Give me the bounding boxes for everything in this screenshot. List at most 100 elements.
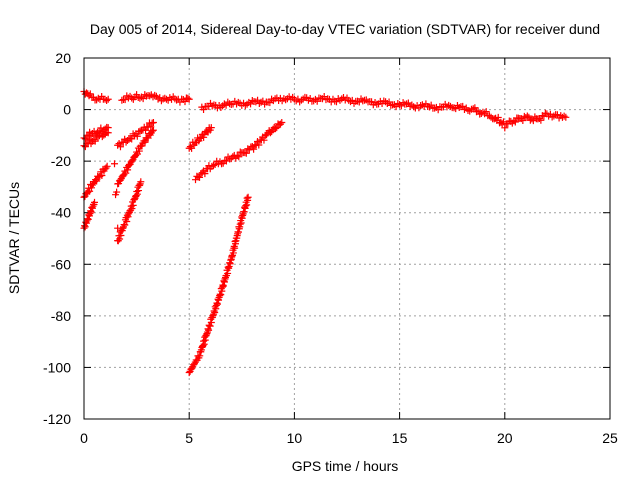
plot-frame xyxy=(83,57,611,420)
data-point xyxy=(200,133,208,141)
data-point xyxy=(148,119,156,127)
series-arc-8 xyxy=(114,126,157,188)
series-arc-6 xyxy=(118,91,193,106)
data-point xyxy=(207,124,215,132)
data-point xyxy=(224,269,232,277)
data-point xyxy=(102,164,110,172)
y-tick-label: -60 xyxy=(51,256,71,272)
data-point xyxy=(190,360,198,368)
data-point xyxy=(87,208,95,216)
data-point xyxy=(101,130,109,138)
data-point xyxy=(206,322,214,330)
data-point xyxy=(260,136,268,144)
data-point xyxy=(471,104,479,112)
data-point xyxy=(222,101,230,109)
data-point xyxy=(519,117,527,125)
data-point xyxy=(141,138,149,146)
data-point xyxy=(255,141,263,149)
data-point xyxy=(112,191,120,199)
data-point xyxy=(229,153,237,161)
data-point xyxy=(91,137,99,145)
data-point xyxy=(501,124,509,132)
data-point xyxy=(124,213,132,221)
data-point xyxy=(200,106,208,114)
data-point xyxy=(553,111,561,119)
x-tick-label: 5 xyxy=(185,430,193,446)
x-tick-label: 20 xyxy=(497,430,513,446)
data-point xyxy=(91,198,99,206)
data-point xyxy=(185,95,193,103)
data-point xyxy=(242,149,250,157)
data-point xyxy=(148,127,156,135)
data-point xyxy=(81,223,89,231)
data-point xyxy=(133,132,141,140)
data-point xyxy=(235,153,243,161)
data-point xyxy=(116,235,124,243)
data-point xyxy=(121,96,129,104)
data-point xyxy=(135,147,143,155)
y-tick-label: -40 xyxy=(51,205,71,221)
data-point xyxy=(86,90,94,98)
data-point xyxy=(266,99,274,107)
data-point xyxy=(560,112,568,120)
data-point xyxy=(201,170,209,178)
data-point xyxy=(111,160,119,168)
x-tick-label: 0 xyxy=(80,430,88,446)
data-point xyxy=(266,129,274,137)
data-point xyxy=(244,193,252,201)
data-point xyxy=(562,113,570,121)
data-point xyxy=(122,138,130,146)
y-axis-label: SDTVAR / TECUs xyxy=(6,182,22,294)
data-point xyxy=(128,205,136,213)
data-point xyxy=(103,162,111,170)
data-point xyxy=(263,131,271,139)
data-point xyxy=(114,224,122,232)
data-point xyxy=(127,206,135,214)
data-point xyxy=(271,125,279,133)
data-point xyxy=(243,201,251,209)
data-point xyxy=(138,142,146,150)
data-point xyxy=(90,136,98,144)
data-point xyxy=(511,118,519,126)
data-point xyxy=(237,219,245,227)
data-point xyxy=(200,340,208,348)
data-point xyxy=(149,126,157,134)
data-point xyxy=(184,94,192,102)
y-tick-label: -100 xyxy=(43,359,71,375)
data-point xyxy=(93,177,101,185)
data-point xyxy=(277,120,285,128)
x-tick-label: 25 xyxy=(602,430,618,446)
data-point xyxy=(525,113,533,121)
data-point xyxy=(117,231,125,239)
data-point xyxy=(186,143,194,151)
data-point xyxy=(482,108,490,116)
data-point xyxy=(487,113,495,121)
data-point xyxy=(103,96,111,104)
data-point xyxy=(211,161,219,169)
data-point xyxy=(118,96,126,104)
data-point xyxy=(128,94,136,102)
series-arc-1 xyxy=(80,88,112,104)
x-tick-label: 15 xyxy=(392,430,408,446)
data-point xyxy=(217,291,225,299)
data-point xyxy=(133,190,141,198)
series-arc-5 xyxy=(80,198,99,232)
data-point xyxy=(129,201,137,209)
data-point xyxy=(104,95,112,103)
data-point xyxy=(114,237,122,245)
data-point xyxy=(149,118,157,126)
y-tick-label: 20 xyxy=(55,50,71,66)
series-arc-9 xyxy=(114,178,145,245)
series-arc-12 xyxy=(185,193,252,377)
data-point xyxy=(233,152,241,160)
x-axis-label: GPS time / hours xyxy=(292,458,399,474)
data-point xyxy=(95,173,103,181)
series-arc-11 xyxy=(192,118,286,184)
data-point xyxy=(141,91,149,99)
data-point xyxy=(98,172,106,180)
data-point xyxy=(241,149,249,157)
data-point xyxy=(217,103,225,111)
series-arc-13 xyxy=(198,93,570,132)
data-point xyxy=(537,116,545,124)
